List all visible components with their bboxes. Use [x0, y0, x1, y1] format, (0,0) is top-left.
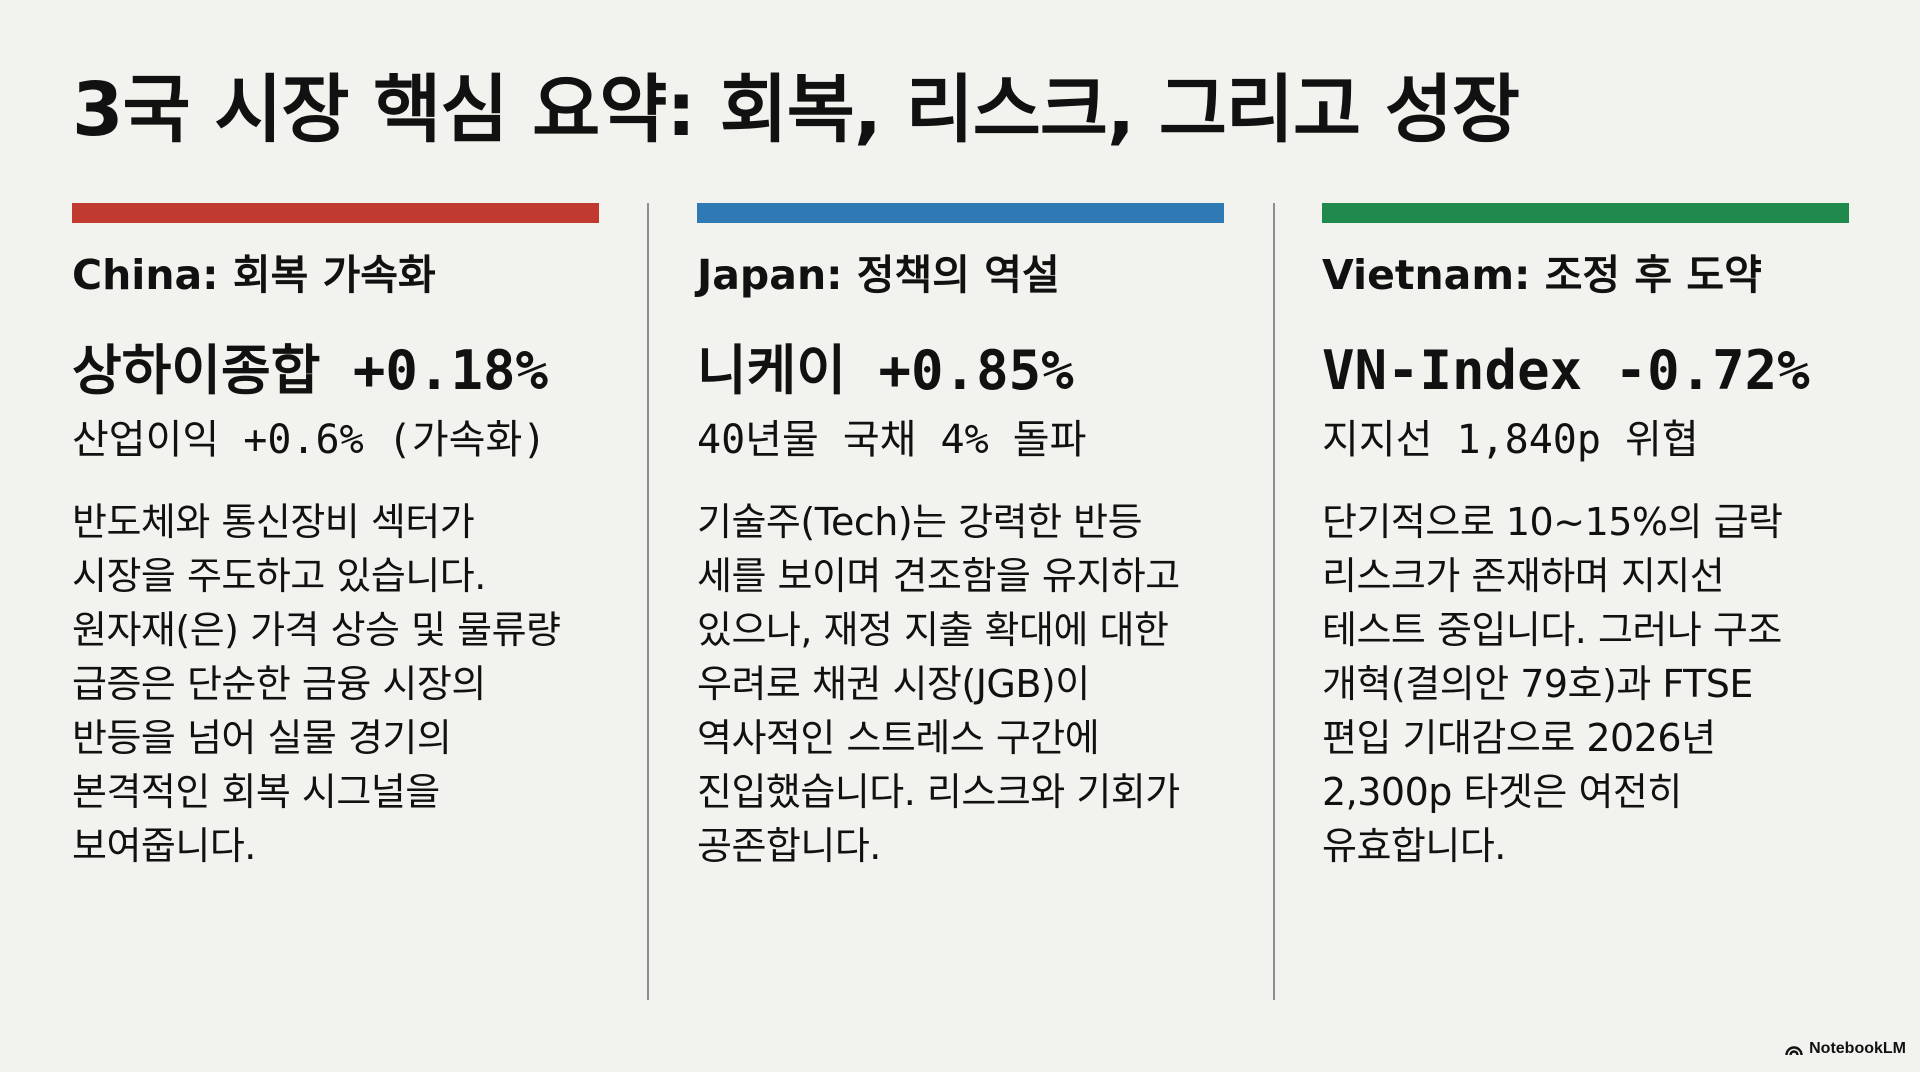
body-line: 세를 보이며 견조함을 유지하고	[697, 554, 1180, 598]
body-line: 본격적인 회복 시그널을	[72, 770, 440, 814]
column-divider	[647, 203, 649, 1000]
body-line: 유효합니다.	[1322, 824, 1506, 868]
column-body: 기술주(Tech)는 강력한 반등 세를 보이며 견조함을 유지하고 있으나, …	[697, 495, 1224, 873]
sub-metric: 산업이익 +0.6% (가속화)	[72, 417, 547, 463]
sub-metric: 40년물 국채 4% 돌파	[697, 417, 1087, 463]
column-heading: Japan: 정책의 역설	[697, 251, 1060, 299]
body-line: 리스크가 존재하며 지지선	[1322, 554, 1725, 598]
body-line: 반등을 넘어 실물 경기의	[72, 716, 452, 760]
body-line: 우려로 채권 시장(JGB)이	[697, 662, 1090, 706]
body-line: 단기적으로 10~15%의 급락	[1322, 500, 1783, 544]
accent-bar	[1322, 203, 1849, 223]
body-line: 공존합니다.	[697, 824, 881, 868]
body-line: 시장을 주도하고 있습니다.	[72, 554, 486, 598]
body-line: 개혁(결의안 79호)과 FTSE	[1322, 662, 1753, 706]
column-heading: Vietnam: 조정 후 도약	[1322, 251, 1762, 299]
headline-metric: VN-Index -0.72%	[1322, 339, 1810, 402]
brand-label: NotebookLM	[1809, 1040, 1906, 1057]
body-line: 보여줍니다.	[72, 824, 256, 868]
body-line: 반도체와 통신장비 섹터가	[72, 500, 475, 544]
sub-metric: 지지선 1,840p 위협	[1322, 417, 1699, 463]
accent-bar	[72, 203, 599, 223]
body-line: 역사적인 스트레스 구간에	[697, 716, 1100, 760]
body-line: 원자재(은) 가격 상승 및 물류량	[72, 608, 561, 652]
column-body: 반도체와 통신장비 섹터가 시장을 주도하고 있습니다. 원자재(은) 가격 상…	[72, 495, 599, 873]
headline-metric: 상하이종합 +0.18%	[72, 339, 548, 402]
body-line: 있으나, 재정 지출 확대에 대한	[697, 608, 1169, 652]
body-line: 2,300p 타겟은 여전히	[1322, 770, 1682, 814]
column-china: China: 회복 가속화 상하이종합 +0.18% 산업이익 +0.6% (가…	[72, 203, 599, 911]
headline-metric: 니케이 +0.85%	[697, 339, 1074, 402]
column-japan: Japan: 정책의 역설 니케이 +0.85% 40년물 국채 4% 돌파 기…	[697, 203, 1224, 911]
brand-watermark: NotebookLM	[1785, 1040, 1906, 1058]
notebooklm-icon	[1785, 1043, 1803, 1056]
column-divider	[1273, 203, 1275, 1000]
accent-bar	[697, 203, 1224, 223]
body-line: 급증은 단순한 금융 시장의	[72, 662, 486, 706]
body-line: 진입했습니다. 리스크와 기회가	[697, 770, 1180, 814]
column-vietnam: Vietnam: 조정 후 도약 VN-Index -0.72% 지지선 1,8…	[1322, 203, 1849, 911]
slide-title: 3국 시장 핵심 요약: 회복, 리스크, 그리고 성장	[72, 67, 1520, 153]
body-line: 기술주(Tech)는 강력한 반등	[697, 500, 1143, 544]
body-line: 테스트 중입니다. 그러나 구조	[1322, 608, 1782, 652]
column-heading: China: 회복 가속화	[72, 251, 436, 299]
column-body: 단기적으로 10~15%의 급락 리스크가 존재하며 지지선 테스트 중입니다.…	[1322, 495, 1849, 873]
body-line: 편입 기대감으로 2026년	[1322, 716, 1716, 760]
